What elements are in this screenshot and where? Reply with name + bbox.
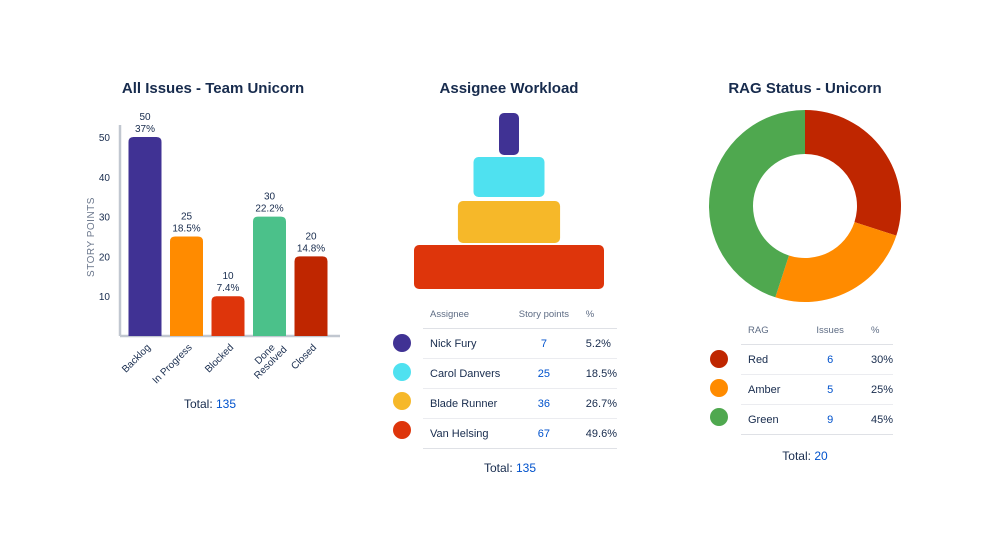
rag-total-value: 20 bbox=[814, 449, 828, 463]
bar-percent-label: 7.4% bbox=[217, 283, 240, 294]
workload-percent: 49.6% bbox=[577, 418, 617, 449]
workload-percent: 18.5% bbox=[577, 358, 617, 389]
bar-value-label: 20 bbox=[305, 231, 317, 242]
rag-row-red: Red 6 30% bbox=[741, 344, 893, 375]
bar-backlog bbox=[128, 137, 162, 336]
bar-percent-label: 14.8% bbox=[297, 243, 325, 254]
issues-total: Total: 135 bbox=[110, 397, 310, 411]
workload-row-van-helsing: Van Helsing 67 49.6% bbox=[423, 418, 617, 449]
legend-dot-amber bbox=[710, 379, 728, 397]
rag-row-amber: Amber 5 25% bbox=[741, 374, 893, 405]
legend-dot-van-helsing bbox=[393, 421, 411, 439]
rag-total: Total: 20 bbox=[705, 449, 905, 463]
legend-dot-nick-fury bbox=[393, 334, 411, 352]
header-story-points: Story points bbox=[509, 300, 578, 329]
workload-total: Total: 135 bbox=[410, 461, 610, 475]
rag-table: RAG Issues % Red 6 30% Amber 5 25% Green 9 45% bbox=[741, 316, 893, 435]
bar-percent-label: 18.5% bbox=[172, 224, 200, 235]
pyramid-segment-nick-fury bbox=[499, 113, 519, 155]
rag-total-label: Total: bbox=[782, 449, 811, 463]
story-points-value: 67 bbox=[509, 418, 578, 449]
header-rag: RAG bbox=[741, 316, 810, 345]
bar-value-label: 50 bbox=[139, 112, 151, 123]
issues-total-label: Total: bbox=[183, 397, 213, 411]
rag-row-green: Green 9 45% bbox=[741, 404, 893, 435]
x-tick-label: Closed bbox=[289, 342, 319, 372]
assignee-name: Carol Danvers bbox=[423, 358, 510, 389]
pyramid-segment-blade-runner bbox=[457, 201, 561, 243]
donut-slice-red bbox=[805, 110, 901, 236]
workload-table-header: Assignee Story points % bbox=[423, 300, 617, 329]
header-rag-percent: % bbox=[850, 316, 893, 345]
bar-value-label: 30 bbox=[264, 192, 276, 203]
bar-blocked bbox=[211, 296, 245, 336]
y-tick-label: 30 bbox=[99, 213, 111, 224]
story-points-value: 25 bbox=[509, 358, 578, 389]
bar-value-label: 25 bbox=[181, 212, 193, 223]
workload-total-label: Total: bbox=[483, 461, 513, 475]
header-percent: % bbox=[577, 300, 617, 329]
rag-name: Amber bbox=[741, 374, 810, 405]
issues-bar-chart: STORY POINTS10203040505037%Backlog2518.5… bbox=[86, 112, 340, 386]
pyramid-segment-carol-danvers bbox=[473, 157, 545, 197]
bar-done-resolved bbox=[253, 216, 286, 336]
rag-percent: 30% bbox=[850, 344, 893, 375]
workload-pyramid-chart bbox=[414, 113, 604, 289]
rag-donut-chart bbox=[709, 110, 901, 302]
workload-percent: 26.7% bbox=[577, 388, 617, 419]
x-tick-label: Backlog bbox=[120, 342, 153, 375]
bar-value-label: 10 bbox=[222, 271, 234, 282]
donut-slice-amber bbox=[775, 222, 897, 302]
legend-dot-blade-runner bbox=[393, 392, 411, 410]
x-tick-label: Blocked bbox=[203, 342, 236, 375]
story-points-value: 7 bbox=[509, 328, 578, 359]
rag-percent: 25% bbox=[850, 374, 893, 405]
y-axis-title: STORY POINTS bbox=[86, 197, 97, 277]
workload-row-carol-danvers: Carol Danvers 25 18.5% bbox=[423, 358, 617, 389]
rag-name: Green bbox=[741, 404, 810, 435]
rag-name: Red bbox=[741, 344, 810, 375]
workload-row-blade-runner: Blade Runner 36 26.7% bbox=[423, 388, 617, 419]
bar-percent-label: 22.2% bbox=[255, 204, 283, 215]
bar-in-progress bbox=[170, 236, 203, 336]
y-tick-label: 20 bbox=[99, 252, 111, 263]
workload-percent: 5.2% bbox=[577, 328, 617, 359]
rag-issues-value: 6 bbox=[809, 344, 851, 375]
pyramid-segment-van-helsing bbox=[414, 245, 604, 289]
legend-dot-red bbox=[710, 350, 728, 368]
bar-closed bbox=[294, 256, 328, 336]
y-tick-label: 40 bbox=[99, 173, 111, 184]
rag-chart-title: RAG Status - Unicorn bbox=[728, 80, 882, 97]
rag-percent: 45% bbox=[850, 404, 893, 435]
header-issues: Issues bbox=[809, 316, 851, 345]
y-tick-label: 50 bbox=[99, 133, 111, 144]
workload-table: Assignee Story points % Nick Fury 7 5.2% Ca… bbox=[423, 300, 617, 449]
workload-chart-title: Assignee Workload bbox=[439, 80, 579, 97]
assignee-name: Nick Fury bbox=[423, 328, 510, 359]
assignee-name: Blade Runner bbox=[423, 388, 510, 419]
x-tick-label: In Progress bbox=[151, 342, 195, 386]
legend-dot-green bbox=[710, 408, 728, 426]
rag-issues-value: 9 bbox=[809, 404, 851, 435]
workload-row-nick-fury: Nick Fury 7 5.2% bbox=[423, 328, 617, 359]
assignee-name: Van Helsing bbox=[423, 418, 510, 449]
header-assignee: Assignee bbox=[423, 300, 510, 329]
bar-percent-label: 37% bbox=[135, 124, 155, 135]
y-tick-label: 10 bbox=[99, 292, 111, 303]
legend-dot-carol-danvers bbox=[393, 363, 411, 381]
rag-issues-value: 5 bbox=[809, 374, 851, 405]
story-points-value: 36 bbox=[509, 388, 578, 419]
issues-chart-title: All Issues - Team Unicorn bbox=[121, 80, 305, 97]
rag-table-header: RAG Issues % bbox=[741, 316, 893, 345]
workload-total-value: 135 bbox=[516, 461, 537, 475]
issues-total-value: 135 bbox=[216, 397, 237, 411]
donut-slice-green bbox=[709, 110, 805, 298]
